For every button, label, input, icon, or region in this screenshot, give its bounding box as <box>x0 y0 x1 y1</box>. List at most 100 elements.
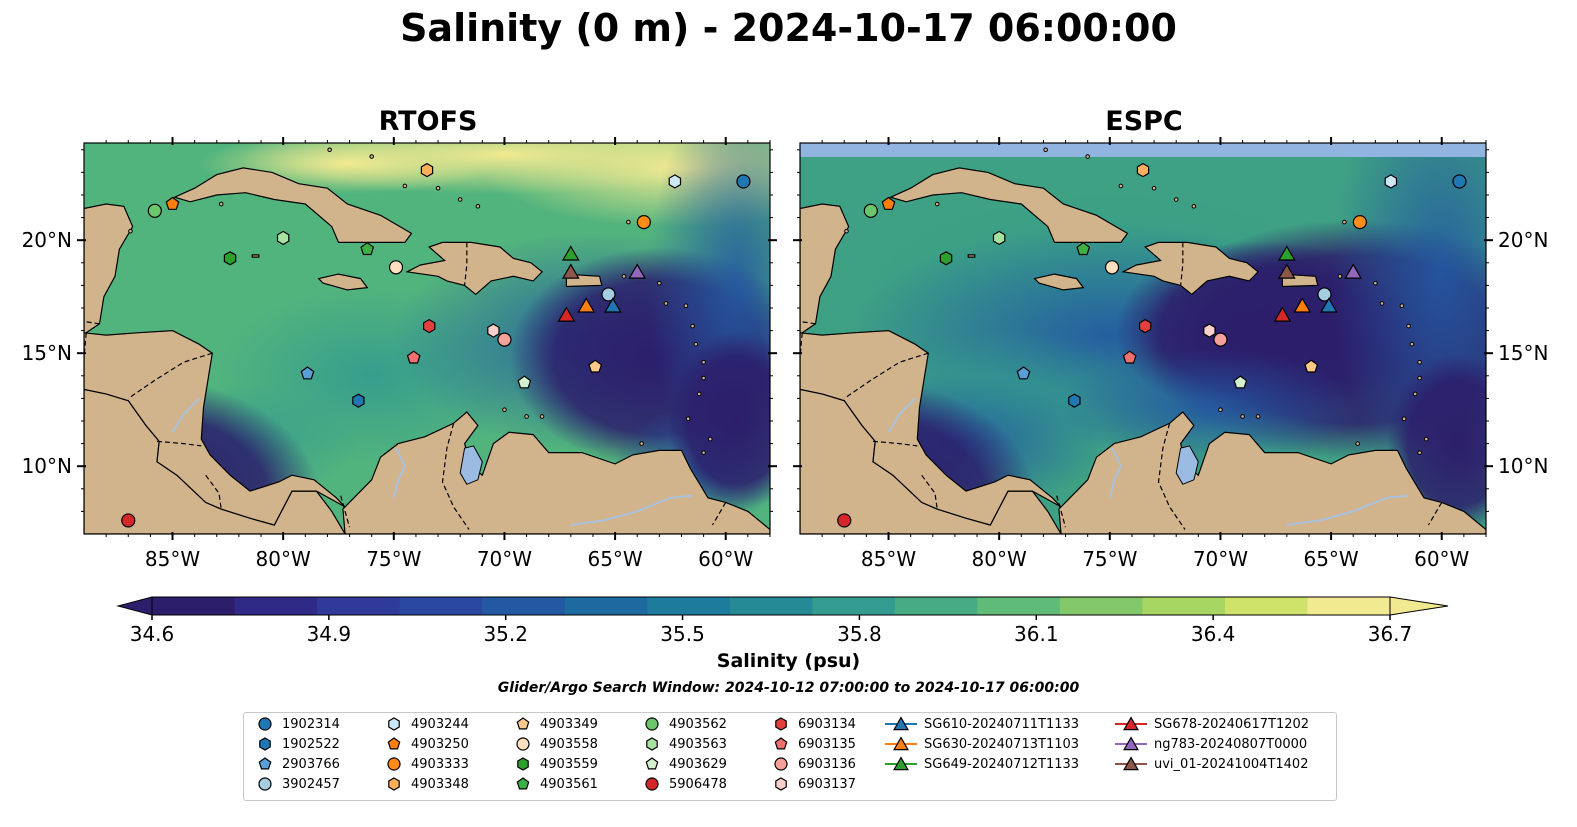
legend-label: 4903629 <box>669 756 727 772</box>
obs-6903137 <box>1203 323 1216 338</box>
colorbar-segment <box>812 597 896 615</box>
obs-6903136 <box>497 332 512 347</box>
island <box>524 414 529 419</box>
legend-label: 4903559 <box>540 756 598 772</box>
island <box>639 441 644 446</box>
lon-tick-label: 60°W <box>698 547 753 571</box>
lat-tick-label: 15°N <box>22 341 72 365</box>
land-hispaniola <box>405 241 543 296</box>
obs-4903629 <box>1233 375 1248 389</box>
river <box>570 494 693 526</box>
colorbar-label: Salinity (psu) <box>716 650 861 672</box>
island <box>701 359 706 365</box>
legend-entry: 4903244 <box>383 714 469 734</box>
land-jamaica <box>1033 273 1085 291</box>
legend-entry: 6903137 <box>770 774 856 794</box>
espc-map-panel: 85°W 80°W 75°W 70°W 65°W 60°W 20°N 15°N 10°N <box>793 137 1548 571</box>
legend-label: SG649-20240712T1133 <box>924 756 1080 772</box>
island <box>1240 414 1245 419</box>
lon-tick-label: 60°W <box>1414 547 1469 571</box>
island <box>1191 203 1197 209</box>
legend-entry: 6903135 <box>770 734 856 754</box>
obs-SG630-20240713T1103 <box>577 297 596 313</box>
obs-4903349 <box>1304 359 1319 373</box>
triangle-icon <box>1115 756 1147 771</box>
border <box>872 440 918 447</box>
colorbar-tick-label: 36.4 <box>1191 622 1236 646</box>
colorbar-segment <box>317 597 401 615</box>
obs-5906478 <box>121 513 136 528</box>
colorbar-tick-label: 34.9 <box>307 622 352 646</box>
island <box>1255 414 1261 419</box>
legend-entry: 1902314 <box>254 714 340 734</box>
obs-1902314 <box>736 174 751 189</box>
obs-4903250 <box>165 196 180 210</box>
colorbar-segment <box>1224 597 1308 615</box>
obs-4903561 <box>360 241 375 256</box>
colorbar-tick-label: 36.1 <box>1014 622 1059 646</box>
legend: 1902314 1902522 2903766 3902457 4903244 49032… <box>243 712 1337 801</box>
obs-ng783-20240807T0000 <box>628 263 647 279</box>
legend-entry: 4903250 <box>383 734 469 754</box>
colorbar-extend-min <box>116 596 153 616</box>
legend-entry: 6903134 <box>770 714 856 734</box>
hexagon-icon <box>259 737 271 751</box>
legend-label: 4903349 <box>540 716 598 732</box>
island <box>128 228 133 234</box>
island <box>685 416 691 422</box>
legend-label: 4903558 <box>540 736 598 752</box>
legend-label: SG610-20240711T1133 <box>924 716 1080 732</box>
border <box>1056 495 1067 528</box>
legend-entry: 6903136 <box>770 754 856 774</box>
obs-6903134 <box>1138 318 1152 334</box>
obs-4903563 <box>992 230 1006 246</box>
colorbar-extend-max <box>1389 596 1449 616</box>
border <box>441 423 470 530</box>
rtofs-map-panel: 85°W 80°W 75°W 70°W 65°W 60°W 20°N 15°N 10°N <box>22 137 777 571</box>
obs-4903348 <box>1136 162 1150 178</box>
colorbar-tick-label: 35.8 <box>837 622 882 646</box>
colorbar-tick-label: 35.2 <box>483 622 528 646</box>
obs-2903766 <box>300 366 315 380</box>
obs-1902522 <box>352 393 365 408</box>
lon-tick-label: 65°W <box>1303 547 1358 571</box>
island <box>1342 219 1347 225</box>
river <box>171 397 200 433</box>
legend-label: uvi_01-20241004T1402 <box>1154 756 1309 772</box>
land-south-america <box>1058 411 1486 534</box>
legend-entry: 4903629 <box>641 754 727 774</box>
legend-label: 3902457 <box>282 776 340 792</box>
river <box>1286 494 1409 526</box>
legend-entry: SG678-20240617T1202 <box>1114 714 1309 734</box>
legend-entry: uvi_01-20241004T1402 <box>1114 754 1308 774</box>
legend-label: 4903562 <box>669 716 727 732</box>
legend-label: 4903333 <box>411 756 469 772</box>
panel-title-rtofs: RTOFS <box>378 106 478 137</box>
river <box>1108 447 1123 499</box>
island <box>1417 359 1422 365</box>
obs-6903135 <box>406 350 421 364</box>
obs-1902522 <box>1068 393 1081 408</box>
colorbar-tick-label: 35.5 <box>660 622 705 646</box>
lon-tick-label: 85°W <box>861 547 916 571</box>
island <box>934 201 940 207</box>
pentagon-icon <box>516 717 530 730</box>
hexagon-icon <box>646 737 658 751</box>
colorbar-segment <box>482 597 566 615</box>
colorbar-segment <box>399 597 483 615</box>
legend-entry: 2903766 <box>254 754 340 774</box>
border <box>800 320 816 325</box>
legend-entry: 4903333 <box>383 754 469 774</box>
obs-4903561 <box>1076 241 1091 256</box>
obs-4903558 <box>1104 260 1120 275</box>
obs-SG610-20240711T1133 <box>604 297 622 313</box>
colorbar-segment <box>647 597 731 615</box>
lon-tick-label: 70°W <box>477 547 532 571</box>
land-jamaica <box>317 273 369 291</box>
island <box>1043 147 1048 153</box>
lat-tick-label: 15°N <box>1498 341 1548 365</box>
island <box>1373 280 1378 286</box>
obs-4903559 <box>223 251 237 266</box>
legend-label: 4903563 <box>669 736 727 752</box>
